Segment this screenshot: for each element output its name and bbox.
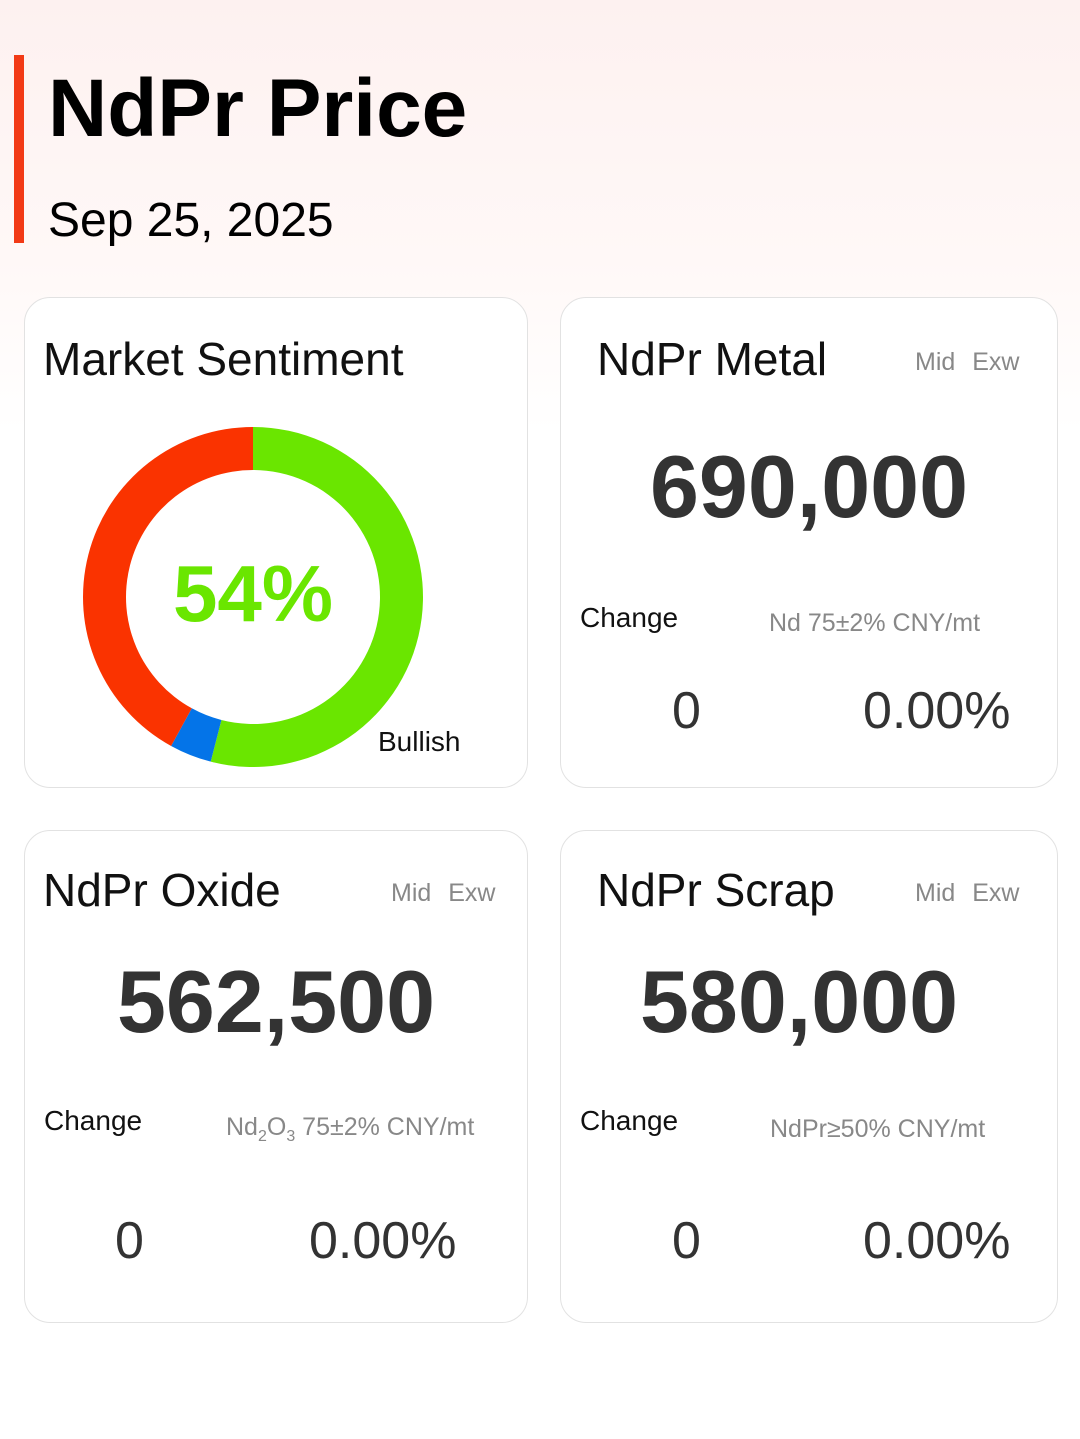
card-title: NdPr Oxide	[43, 864, 281, 916]
change-label: Change	[580, 1105, 679, 1136]
sentiment-donut	[83, 427, 424, 767]
change-value: 0	[115, 1212, 144, 1270]
market-sentiment-card: Market Sentiment 54% Bullish	[24, 297, 528, 788]
price-tag: Mid Exw	[391, 879, 496, 907]
price-tag: Mid Exw	[915, 879, 1020, 907]
ndpr-scrap-card: NdPr Scrap Mid Exw 580,000 Change NdPr≥5…	[560, 830, 1058, 1323]
sentiment-percent: 54%	[172, 549, 334, 638]
donut-segment-1	[171, 708, 222, 762]
price-tag: Mid Exw	[915, 348, 1020, 376]
ndpr-metal-card: NdPr Metal Mid Exw 690,000 Change Nd 75±…	[560, 297, 1058, 788]
sentiment-label: Bullish	[378, 726, 461, 757]
spec-label: NdPr≥50% CNY/mt	[770, 1115, 986, 1143]
spec-label: Nd 75±2% CNY/mt	[769, 609, 981, 637]
donut-segment-2	[83, 427, 253, 746]
accent-bar	[14, 55, 24, 243]
change-percent: 0.00%	[863, 1212, 1011, 1270]
donut-segment-0	[210, 427, 424, 767]
price-value: 562,500	[116, 952, 436, 1051]
change-percent: 0.00%	[309, 1212, 457, 1270]
change-label: Change	[44, 1105, 143, 1136]
card-title: NdPr Metal	[597, 333, 828, 385]
spec-label: Nd2O3 75±2% CNY/mt	[226, 1113, 475, 1145]
card-title: NdPr Scrap	[597, 864, 835, 916]
change-value: 0	[672, 1212, 701, 1270]
price-value: 580,000	[639, 952, 959, 1051]
page-date: Sep 25, 2025	[48, 194, 334, 247]
change-value: 0	[672, 682, 701, 740]
change-percent: 0.00%	[863, 682, 1011, 740]
change-label: Change	[580, 602, 679, 633]
price-value: 690,000	[649, 437, 969, 536]
page-title: NdPr Price	[48, 63, 468, 154]
ndpr-oxide-card: NdPr Oxide Mid Exw 562,500 Change Nd2O3 …	[24, 830, 528, 1323]
card-title: Market Sentiment	[43, 333, 404, 385]
